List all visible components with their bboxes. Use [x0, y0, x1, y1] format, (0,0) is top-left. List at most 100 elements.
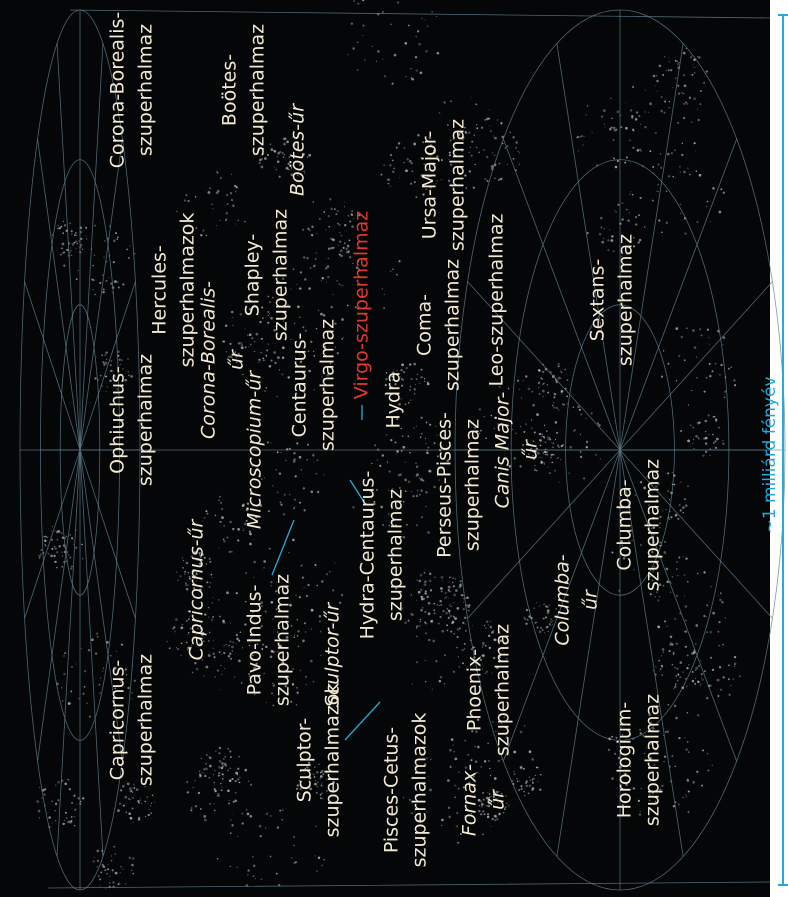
galaxy	[435, 660, 438, 663]
galaxy	[505, 795, 507, 797]
galaxy	[697, 714, 700, 717]
galaxy	[468, 170, 472, 173]
galaxy	[623, 555, 626, 557]
galaxy	[667, 703, 670, 706]
galaxy	[488, 796, 491, 799]
galaxy	[253, 560, 256, 564]
galaxy	[88, 715, 91, 718]
galaxy	[200, 554, 202, 556]
galaxy	[51, 547, 54, 550]
galaxy	[299, 769, 302, 772]
galaxy	[704, 436, 708, 440]
galaxy	[714, 440, 717, 443]
galaxy	[712, 187, 715, 190]
galaxy	[203, 815, 207, 818]
galaxy	[249, 343, 252, 346]
background	[0, 0, 770, 897]
galaxy	[255, 314, 258, 316]
galaxy	[573, 429, 576, 432]
galaxy	[546, 453, 549, 456]
galaxy	[441, 580, 443, 582]
galaxy	[463, 642, 466, 645]
galaxy	[183, 199, 187, 202]
galaxy	[295, 686, 299, 689]
galaxy	[508, 464, 512, 468]
galaxy	[611, 117, 613, 120]
galaxy	[377, 50, 380, 53]
galaxy	[447, 589, 450, 592]
galaxy	[700, 334, 703, 337]
label: szuperhalmaz	[270, 209, 292, 341]
galaxy	[611, 551, 614, 554]
galaxy	[244, 768, 247, 772]
galaxy	[325, 573, 328, 576]
galaxy	[206, 581, 209, 584]
galaxy	[218, 499, 220, 502]
label: szuperhalmaz	[272, 574, 294, 706]
galaxy	[279, 644, 282, 648]
galaxy	[302, 152, 305, 156]
galaxy	[296, 174, 299, 176]
galaxy	[270, 584, 272, 587]
galaxy	[449, 766, 452, 769]
galaxy	[206, 512, 209, 515]
galaxy	[438, 604, 441, 607]
galaxy	[709, 374, 712, 378]
galaxy	[242, 647, 244, 649]
galaxy	[685, 619, 687, 622]
galaxy	[656, 79, 659, 83]
galaxy	[660, 664, 664, 668]
galaxy	[109, 654, 112, 657]
galaxy	[498, 814, 500, 816]
galaxy	[251, 465, 254, 467]
galaxy	[462, 607, 465, 611]
galaxy	[635, 223, 638, 226]
galaxy	[320, 312, 323, 316]
galaxy	[106, 873, 108, 875]
galaxy	[692, 63, 694, 65]
galaxy	[539, 432, 542, 436]
label: Horologium-	[614, 702, 636, 819]
galaxy	[613, 126, 616, 129]
galaxy	[603, 237, 605, 240]
galaxy	[310, 233, 314, 237]
galaxy	[490, 165, 494, 168]
galaxy	[695, 170, 698, 172]
galaxy	[287, 168, 290, 170]
galaxy	[223, 645, 225, 647]
galaxy	[96, 866, 99, 868]
galaxy	[482, 792, 484, 794]
galaxy	[264, 827, 266, 829]
galaxy	[689, 173, 691, 176]
galaxy	[470, 648, 473, 651]
galaxy	[654, 485, 658, 488]
galaxy	[488, 634, 491, 638]
galaxy	[667, 362, 670, 365]
galaxy	[233, 676, 236, 678]
galaxy	[660, 654, 663, 657]
galaxy	[319, 797, 322, 800]
galaxy	[455, 589, 458, 592]
galaxy	[624, 772, 627, 776]
galaxy	[489, 125, 491, 127]
galaxy	[644, 89, 646, 91]
galaxy	[205, 665, 209, 669]
galaxy	[516, 780, 519, 783]
galaxy	[310, 628, 312, 630]
galaxy	[541, 370, 545, 374]
galaxy	[436, 15, 438, 17]
galaxy	[57, 530, 59, 532]
galaxy	[103, 256, 105, 258]
galaxy	[292, 835, 296, 839]
galaxy	[327, 275, 330, 279]
galaxy	[442, 426, 446, 429]
galaxy	[487, 759, 490, 763]
galaxy	[540, 460, 542, 462]
galaxy	[531, 427, 533, 430]
galaxy	[687, 404, 689, 406]
galaxy	[317, 781, 319, 784]
galaxy	[691, 389, 693, 392]
galaxy	[391, 504, 394, 507]
galaxy	[204, 774, 207, 778]
galaxy	[477, 771, 479, 773]
